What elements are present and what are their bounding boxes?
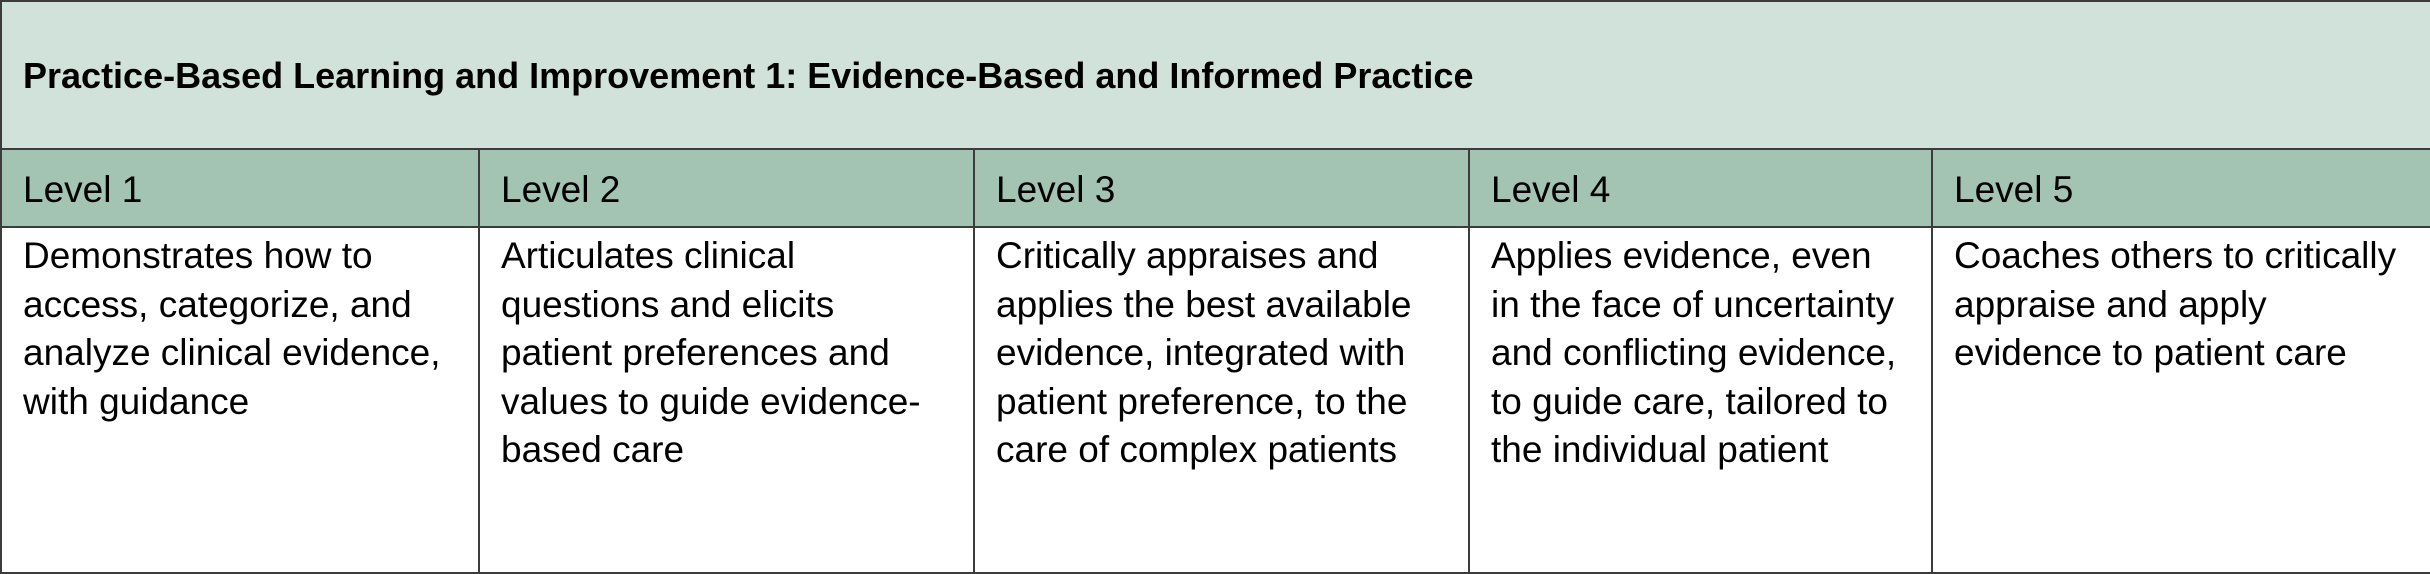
level-4-header: Level 4 xyxy=(1468,148,1933,228)
level-5-header: Level 5 xyxy=(1930,148,2430,228)
level-5-description: Coaches others to critically appraise an… xyxy=(1930,226,2430,574)
level-2-description: Articulates clinical questions and elici… xyxy=(478,226,975,574)
title-row: Practice-Based Learning and Improvement … xyxy=(0,0,2430,150)
level-description-row: Demonstrates how to access, categorize, … xyxy=(0,226,2430,574)
table-title: Practice-Based Learning and Improvement … xyxy=(0,0,2430,150)
level-3-header: Level 3 xyxy=(973,148,1470,228)
level-4-description: Applies evidence, even in the face of un… xyxy=(1468,226,1933,574)
level-header-row: Level 1 Level 2 Level 3 Level 4 Level 5 xyxy=(0,148,2430,228)
level-2-header: Level 2 xyxy=(478,148,975,228)
level-1-header: Level 1 xyxy=(0,148,480,228)
level-3-description: Critically appraises and applies the bes… xyxy=(973,226,1470,574)
level-1-description: Demonstrates how to access, categorize, … xyxy=(0,226,480,574)
